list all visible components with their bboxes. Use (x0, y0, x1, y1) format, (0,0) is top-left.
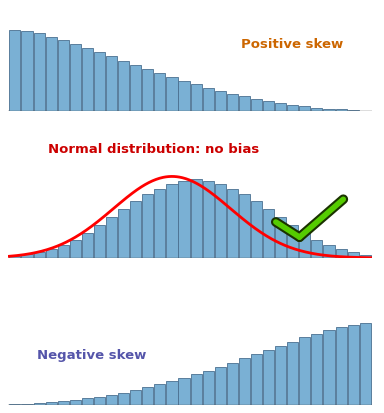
Bar (22, 31, 33, 111)
Bar (263, 350, 274, 405)
Bar (33, 252, 45, 258)
Bar (251, 201, 262, 258)
Bar (142, 387, 153, 405)
Bar (94, 225, 105, 258)
Text: Positive skew: Positive skew (241, 38, 343, 52)
Bar (130, 390, 141, 405)
Bar (9, 256, 20, 258)
Bar (360, 323, 371, 405)
Bar (239, 358, 250, 405)
Bar (106, 395, 117, 405)
Bar (33, 33, 45, 111)
Text: Negative skew: Negative skew (37, 349, 146, 362)
Bar (336, 109, 347, 111)
Bar (82, 48, 93, 111)
Bar (166, 381, 177, 405)
Bar (215, 367, 226, 405)
Bar (336, 249, 347, 258)
Bar (82, 399, 93, 405)
Bar (46, 36, 57, 111)
Bar (58, 401, 69, 405)
Bar (154, 74, 166, 111)
Bar (239, 97, 250, 111)
Bar (311, 334, 323, 405)
Bar (251, 354, 262, 405)
Bar (323, 330, 334, 405)
Bar (179, 180, 190, 258)
Bar (263, 101, 274, 111)
Bar (323, 245, 334, 258)
Bar (275, 346, 286, 405)
Bar (190, 179, 202, 258)
Bar (311, 107, 323, 111)
Bar (203, 370, 214, 405)
Bar (203, 180, 214, 258)
Bar (106, 217, 117, 258)
Bar (22, 404, 33, 405)
Bar (154, 189, 166, 258)
Bar (227, 363, 238, 405)
Bar (118, 61, 129, 111)
Bar (190, 84, 202, 111)
Bar (239, 195, 250, 258)
Bar (323, 109, 334, 111)
Bar (299, 107, 310, 111)
Bar (299, 337, 310, 405)
Bar (179, 81, 190, 111)
Bar (227, 94, 238, 111)
Bar (227, 189, 238, 258)
Bar (58, 245, 69, 258)
Bar (70, 44, 81, 111)
Bar (130, 201, 141, 258)
Bar (336, 327, 347, 405)
Text: Normal distribution: no bias: Normal distribution: no bias (48, 143, 259, 156)
Bar (348, 110, 359, 111)
Bar (142, 195, 153, 258)
Bar (118, 209, 129, 258)
Bar (70, 240, 81, 258)
Bar (9, 404, 20, 405)
Bar (142, 69, 153, 111)
Bar (311, 240, 323, 258)
Bar (46, 402, 57, 405)
Bar (275, 217, 286, 258)
Bar (33, 403, 45, 405)
Bar (130, 65, 141, 111)
Bar (190, 374, 202, 405)
Bar (22, 254, 33, 258)
Bar (179, 378, 190, 405)
Bar (46, 249, 57, 258)
Bar (360, 255, 371, 258)
Bar (118, 393, 129, 405)
Bar (275, 103, 286, 111)
Bar (166, 77, 177, 111)
Bar (263, 209, 274, 258)
Bar (215, 184, 226, 258)
Bar (82, 233, 93, 258)
Bar (287, 105, 298, 111)
Bar (287, 225, 298, 258)
Bar (58, 40, 69, 111)
Bar (203, 88, 214, 111)
Bar (154, 384, 166, 405)
Bar (9, 30, 20, 111)
Bar (299, 233, 310, 258)
Bar (251, 99, 262, 111)
Bar (348, 252, 359, 258)
Bar (166, 184, 177, 258)
Bar (287, 342, 298, 405)
Bar (106, 57, 117, 111)
Bar (94, 397, 105, 405)
Bar (70, 400, 81, 405)
Bar (215, 91, 226, 111)
Bar (348, 325, 359, 405)
Bar (94, 52, 105, 111)
